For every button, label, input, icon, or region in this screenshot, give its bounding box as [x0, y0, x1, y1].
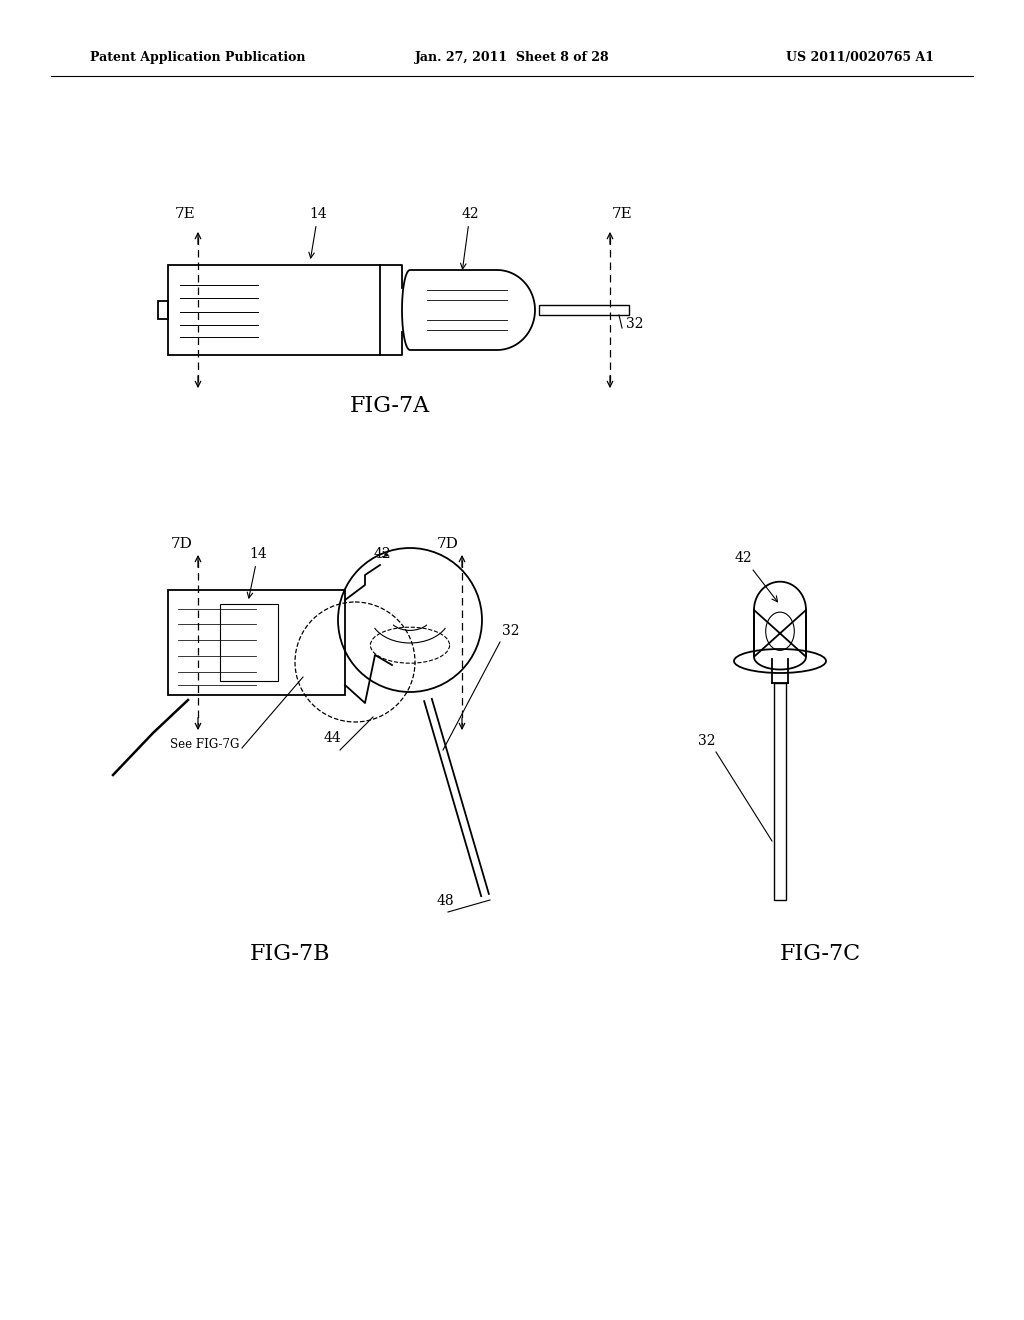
Text: US 2011/0020765 A1: US 2011/0020765 A1 — [786, 51, 934, 65]
Text: 32: 32 — [626, 317, 643, 331]
Text: 32: 32 — [502, 624, 519, 638]
Text: 44: 44 — [324, 731, 341, 744]
Text: 14: 14 — [247, 546, 267, 598]
Text: FIG-7C: FIG-7C — [779, 942, 860, 965]
Text: FIG-7A: FIG-7A — [350, 395, 430, 417]
Text: 42: 42 — [735, 550, 777, 602]
Text: 7D: 7D — [437, 537, 459, 550]
Text: 42: 42 — [461, 207, 479, 269]
Text: 7D: 7D — [171, 537, 193, 550]
Text: Patent Application Publication: Patent Application Publication — [90, 51, 305, 65]
Text: See FIG-7G: See FIG-7G — [170, 738, 240, 751]
Text: 7E: 7E — [175, 207, 196, 220]
Text: Jan. 27, 2011  Sheet 8 of 28: Jan. 27, 2011 Sheet 8 of 28 — [415, 51, 609, 65]
Text: 42: 42 — [373, 546, 391, 561]
Text: 14: 14 — [309, 207, 327, 257]
Text: FIG-7B: FIG-7B — [250, 942, 331, 965]
Text: 32: 32 — [698, 734, 716, 748]
Text: 48: 48 — [436, 894, 454, 908]
Text: 7E: 7E — [611, 207, 633, 220]
